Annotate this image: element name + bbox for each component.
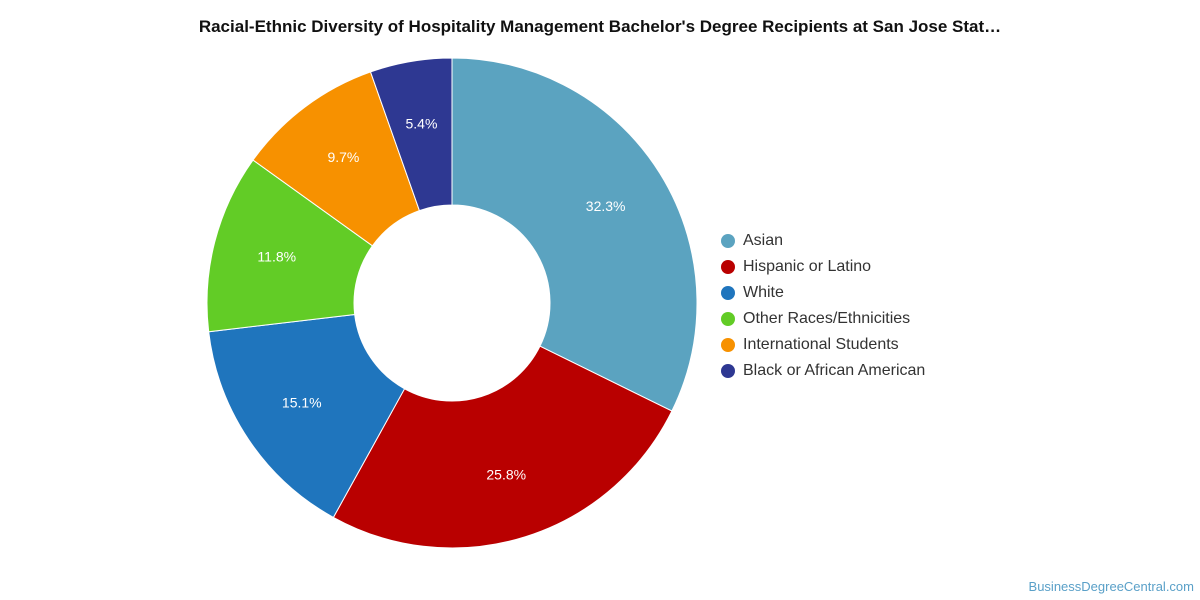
slice-value-label: 32.3% [586, 198, 626, 214]
donut-slices [206, 57, 698, 549]
slice-value-label: 25.8% [486, 466, 526, 482]
legend-item[interactable]: International Students [721, 332, 925, 358]
legend-label: Other Races/Ethnicities [743, 310, 911, 327]
legend-swatch [721, 234, 735, 248]
legend-item[interactable]: White [721, 280, 925, 306]
legend-swatch [721, 338, 735, 352]
legend-label: Asian [743, 232, 784, 249]
legend-swatch [721, 286, 735, 300]
slice-other-races-ethnicities[interactable] [206, 159, 374, 333]
legend-swatch [721, 364, 735, 378]
site-watermark[interactable]: BusinessDegreeCentral.com [1028, 579, 1194, 594]
legend-swatch [721, 260, 735, 274]
legend-swatch [721, 312, 735, 326]
slice-labels: 32.3% 25.8% 15.1% 11.8% 9.7% 5.4% [257, 115, 625, 482]
legend-item[interactable]: Black or African American [721, 358, 925, 384]
slice-value-label: 15.1% [282, 395, 322, 411]
slice-value-label: 9.7% [327, 149, 359, 165]
legend-label: White [743, 284, 784, 301]
legend-label: Black or African American [743, 362, 926, 379]
legend-item[interactable]: Hispanic or Latino [721, 254, 925, 280]
slice-black-or-african-american[interactable] [369, 57, 453, 212]
slice-white[interactable] [208, 313, 406, 519]
slice-hispanic-or-latino[interactable] [332, 345, 673, 549]
legend-item[interactable]: Asian [721, 228, 925, 254]
slice-asian[interactable] [451, 57, 698, 412]
chart-legend: Asian Hispanic or Latino White Other Races/… [721, 228, 925, 384]
slice-value-label: 5.4% [406, 115, 438, 131]
slice-value-label: 11.8% [257, 248, 296, 264]
legend-item[interactable]: Other Races/Ethnicities [721, 306, 925, 332]
legend-label: International Students [743, 336, 899, 353]
chart-title: Racial-Ethnic Diversity of Hospitality M… [198, 17, 1002, 36]
legend-label: Hispanic or Latino [743, 258, 872, 275]
